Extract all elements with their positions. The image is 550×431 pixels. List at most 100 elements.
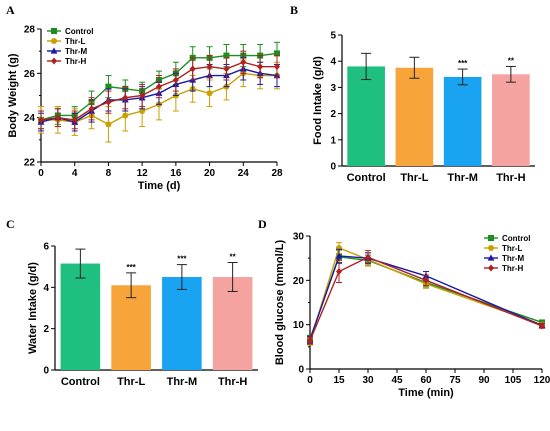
data-point-thr-h <box>156 83 162 91</box>
data-point-thr-h <box>307 337 313 345</box>
y-axis-label: Food Intake (g/d) <box>312 56 324 145</box>
y-tick-label: 0 <box>298 365 304 376</box>
legend-marker-thr-h <box>488 264 494 272</box>
y-tick-label: 30 <box>293 232 305 243</box>
x-tick-label: 105 <box>505 375 522 386</box>
x-tick-label: 16 <box>170 168 182 179</box>
y-tick-label: 26 <box>24 69 36 80</box>
data-point-thr-l <box>139 108 146 115</box>
x-tick-label: 120 <box>534 375 550 386</box>
data-point-thr-h <box>240 58 247 66</box>
x-tick-label: 4 <box>72 168 78 179</box>
x-tick-label: 15 <box>333 375 345 386</box>
x-tick-label: 8 <box>106 168 112 179</box>
x-tick-label-control: Control <box>61 376 100 388</box>
data-point-control <box>105 83 112 90</box>
data-point-thr-m <box>335 252 343 259</box>
x-tick-label-thr-m: Thr-M <box>447 172 478 184</box>
significance-label-thr-m: *** <box>177 255 187 264</box>
legend-label-thr-m: Thr-M <box>502 254 525 263</box>
x-tick-label: 20 <box>204 168 216 179</box>
legend-label-thr-h: Thr-H <box>65 57 87 66</box>
data-point-thr-h <box>274 63 280 71</box>
x-tick-label-thr-l: Thr-L <box>117 376 145 388</box>
data-point-thr-h <box>71 116 78 124</box>
y-axis-label: Blood glucose (mmol/L) <box>274 240 286 366</box>
data-point-control <box>223 52 230 59</box>
legend-label-thr-m: Thr-M <box>65 47 88 56</box>
data-point-thr-l <box>105 121 112 128</box>
panel-letter-c: C <box>6 217 15 231</box>
data-point-thr-h <box>206 63 213 71</box>
x-tick-label: 75 <box>449 375 461 386</box>
panel-letter-a: A <box>6 3 15 17</box>
bar-thr-m <box>443 76 482 166</box>
bar-thr-l <box>111 285 151 370</box>
bar-thr-m <box>162 277 202 370</box>
legend-label-thr-h: Thr-H <box>502 264 524 273</box>
x-tick-label-thr-h: Thr-H <box>218 376 247 388</box>
panel-d-chart: 0 10 20 30 Blood glucose (mmol/L) 0 15 30 45 60 75… <box>274 232 550 400</box>
data-point-thr-h <box>172 76 179 84</box>
x-tick-label-control: Control <box>347 172 386 184</box>
panel-letter-b: B <box>290 3 298 17</box>
legend-marker-control <box>51 28 57 34</box>
panel-letter-d: D <box>258 217 267 231</box>
data-point-thr-h <box>539 322 545 330</box>
y-tick-label: 0 <box>43 366 49 377</box>
y-tick-label: 28 <box>24 25 36 36</box>
x-tick-label: 24 <box>238 168 250 179</box>
x-tick-label: 90 <box>478 375 490 386</box>
y-axis-label: Body Weight (g) <box>7 53 19 137</box>
x-tick-label-thr-l: Thr-L <box>400 172 428 184</box>
data-point-thr-h <box>122 94 129 102</box>
y-tick-label: 2 <box>43 324 49 335</box>
x-axis-label: Time (d) <box>138 180 181 192</box>
legend-marker-thr-m <box>487 254 495 261</box>
data-point-thr-h <box>38 116 44 124</box>
x-tick-label: 0 <box>38 168 44 179</box>
panel-b-chart: 0 1 2 3 4 5 Food Intake (g/d) Control Thr-L *** Th… <box>312 31 535 184</box>
x-tick-label: 30 <box>362 375 374 386</box>
data-point-thr-h <box>139 92 146 99</box>
y-tick-label: 5 <box>330 31 336 42</box>
legend-marker-thr-l <box>51 38 57 44</box>
panel-a-chart: 22 24 26 28 Body Weight (g) 0 4 8 12 16 20 24 28 Time… <box>7 25 283 193</box>
x-tick-label: 0 <box>307 375 313 386</box>
legend-marker-thr-l <box>488 245 494 251</box>
y-tick-label: 0 <box>330 162 336 173</box>
x-tick-label-thr-m: Thr-M <box>167 376 198 388</box>
y-tick-label: 3 <box>330 83 336 94</box>
bar-thr-h <box>212 277 253 370</box>
y-axis-label: Water Intake (g/d) <box>27 262 39 354</box>
legend-label-thr-l: Thr-L <box>65 37 86 46</box>
legend-marker-thr-h <box>51 57 57 65</box>
y-tick-label: 22 <box>24 158 36 169</box>
legend-label-thr-l: Thr-L <box>502 244 523 253</box>
y-tick-label: 20 <box>293 276 305 287</box>
y-tick-label: 2 <box>330 109 336 120</box>
y-tick-label: 4 <box>330 57 336 68</box>
data-point-thr-h <box>223 65 230 73</box>
legend-label-control: Control <box>502 234 530 243</box>
legend-label-control: Control <box>65 27 93 36</box>
y-tick-label: 1 <box>330 135 336 146</box>
y-tick-label: 6 <box>43 242 49 253</box>
data-point-control <box>274 50 280 57</box>
data-point-thr-h <box>423 276 429 284</box>
significance-label-thr-m: *** <box>458 59 468 68</box>
x-tick-label-thr-h: Thr-H <box>496 172 525 184</box>
data-point-thr-h <box>88 105 95 113</box>
data-point-thr-l <box>206 90 213 97</box>
y-tick-label: 4 <box>43 283 49 294</box>
significance-label-thr-l: *** <box>126 263 136 272</box>
significance-label-thr-h: ** <box>230 253 237 262</box>
data-point-thr-l <box>122 112 129 119</box>
x-axis-label: Time (min) <box>398 387 454 399</box>
bar-control <box>347 66 385 166</box>
legend-marker-control <box>488 235 494 241</box>
data-point-thr-h <box>105 98 112 106</box>
legend-marker-thr-m <box>50 47 58 54</box>
